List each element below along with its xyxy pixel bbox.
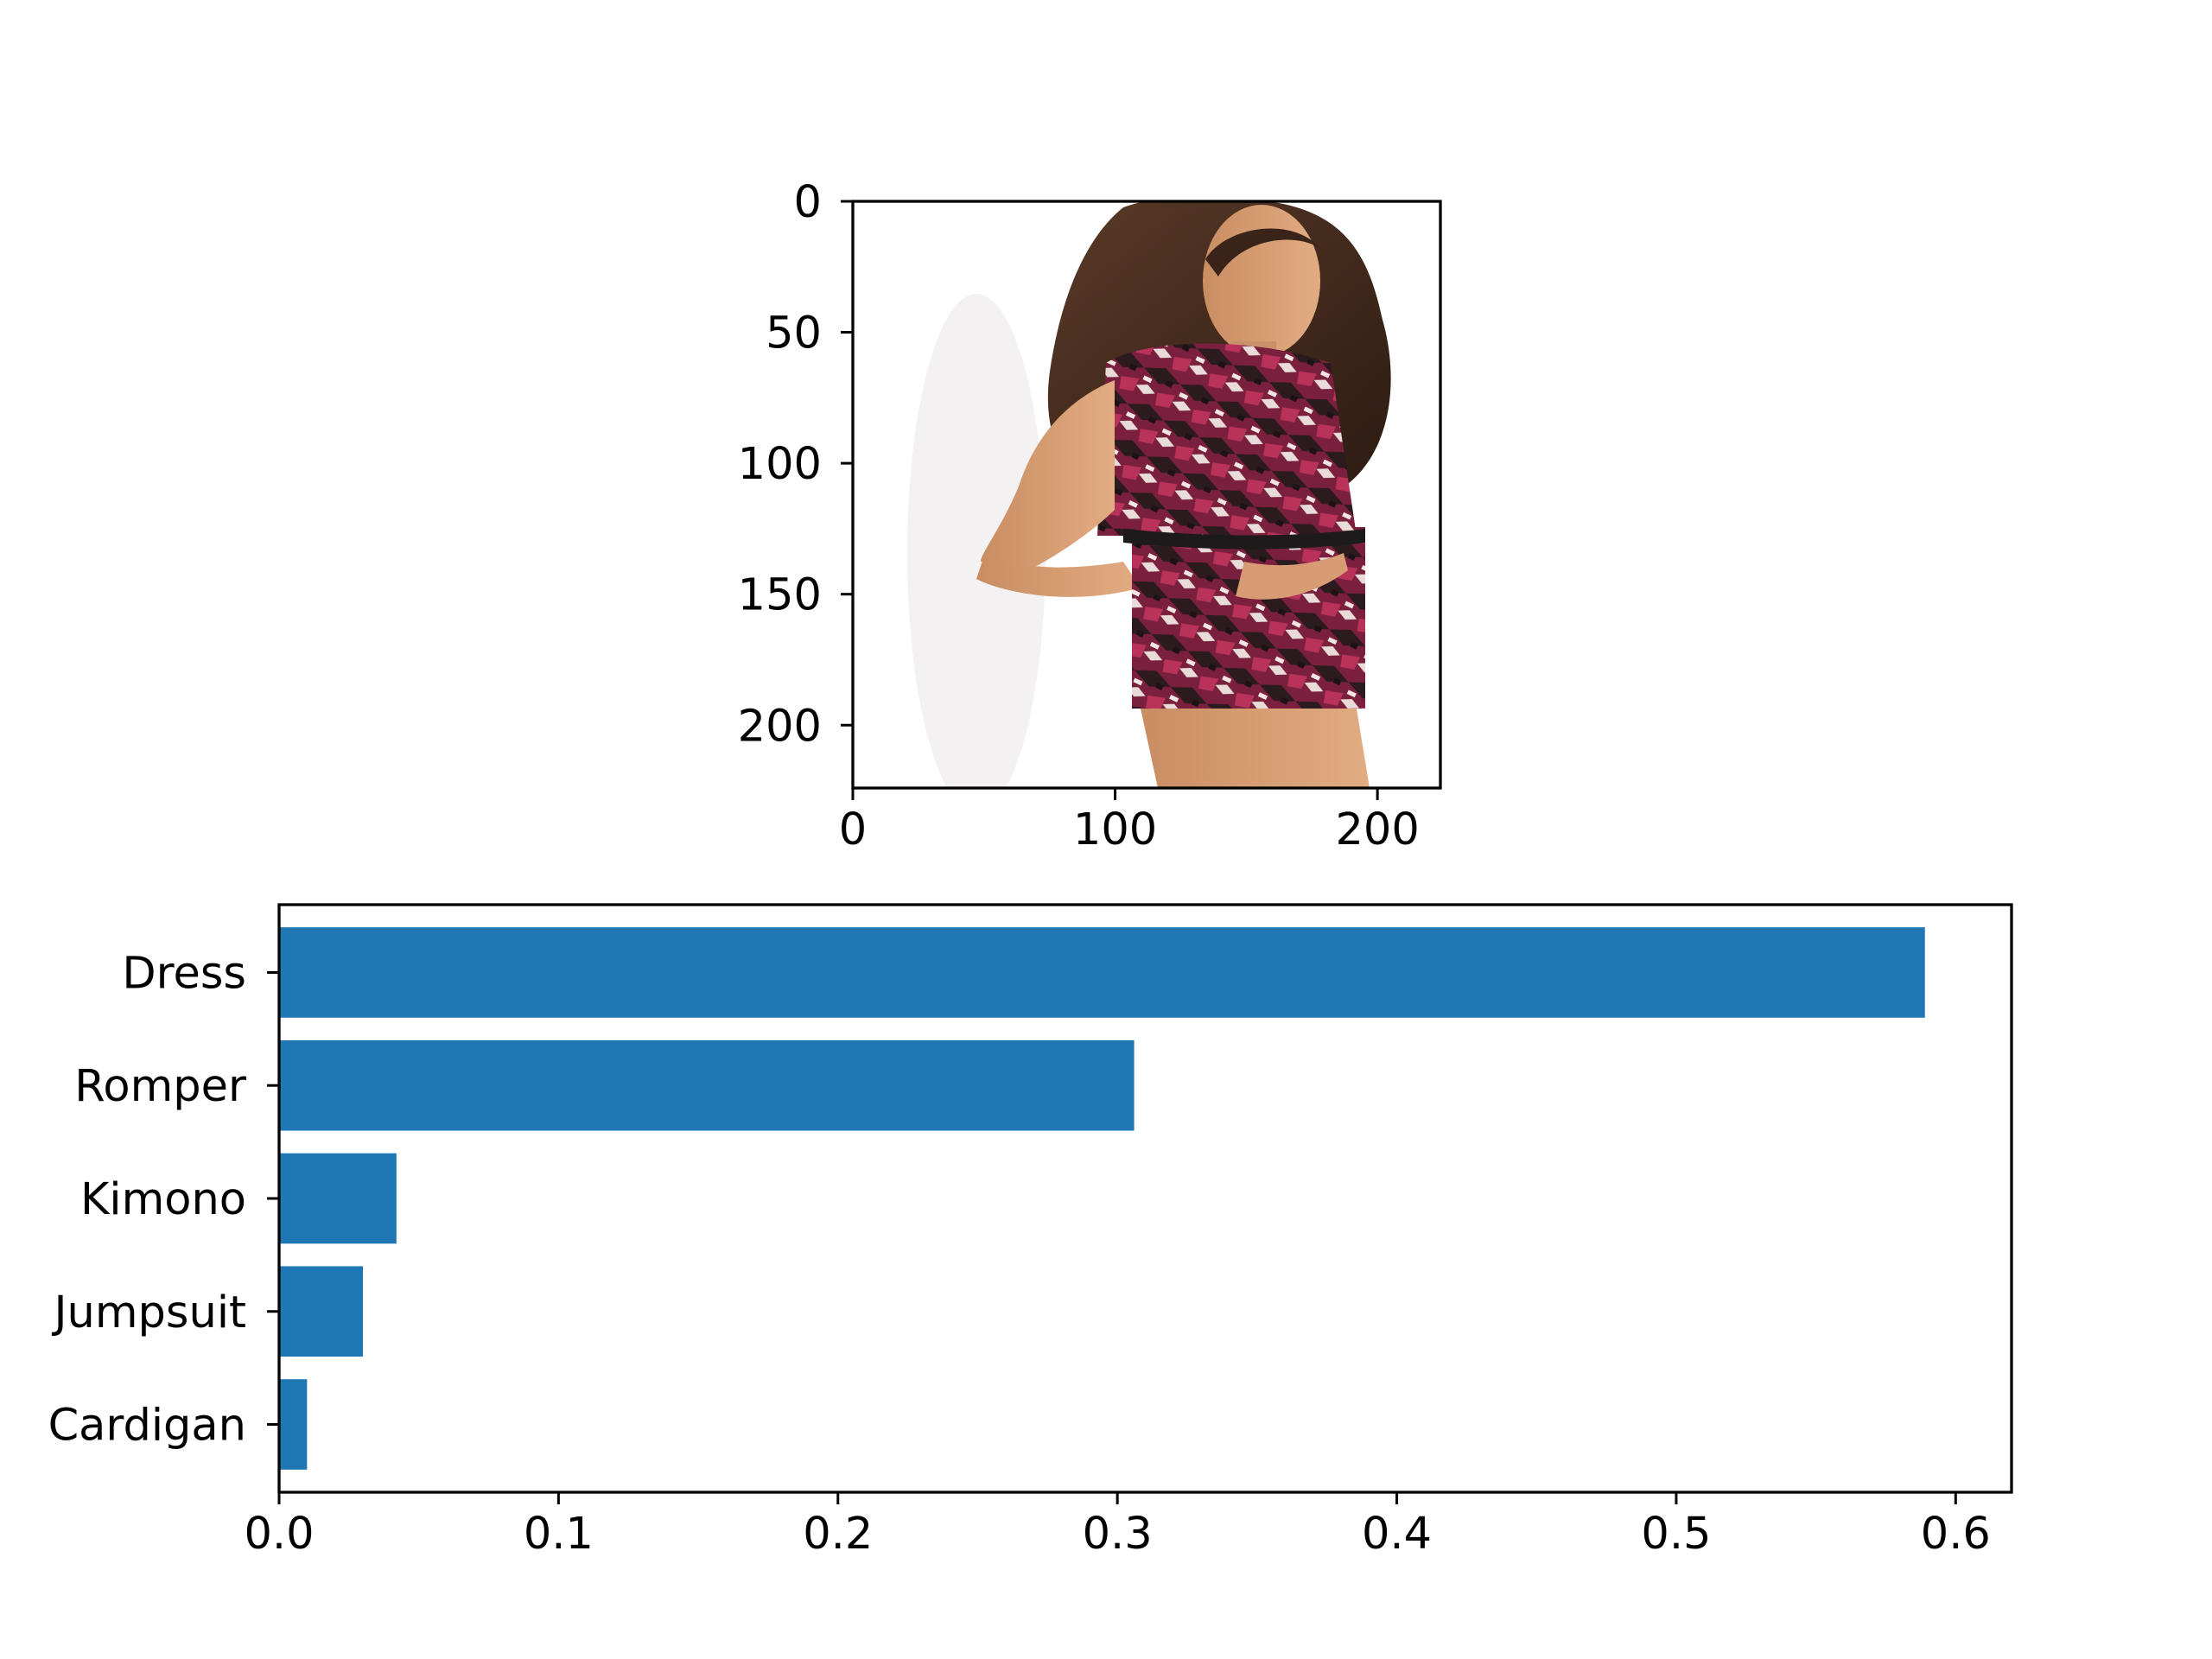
bar-category-label: Jumpsuit	[52, 1287, 246, 1338]
bar-x-tick-label: 0.5	[1641, 1509, 1711, 1560]
image-y-tick-label: 100	[738, 439, 822, 490]
bar-category-label: Dress	[122, 948, 246, 999]
bar-chart: 0.0 0.1 0.2 0.3 0.4 0.5 0.6 Dress Romper Kimono J…	[48, 903, 2013, 1560]
image-y-tick-label: 0	[794, 177, 822, 228]
image-y-tick-label: 150	[738, 570, 822, 621]
bar-x-tick-label: 0.6	[1921, 1509, 1991, 1560]
bar-category-label: Cardigan	[48, 1401, 246, 1452]
image-x-tick-label: 100	[1073, 804, 1157, 855]
bar-x-tick-label: 0.4	[1362, 1509, 1432, 1560]
image-y-tick-label: 50	[766, 308, 822, 359]
image-panel: 0 100 200 0 50 100 150 200	[738, 177, 1442, 855]
photo-woman-in-printed-romper-icon	[853, 201, 1440, 788]
image-x-tick-label: 0	[839, 804, 867, 855]
bar-cardigan	[279, 1379, 308, 1470]
bar-x-tick-label: 0.1	[524, 1509, 594, 1560]
bar-x-axis: 0.0 0.1 0.2 0.3 0.4 0.5 0.6	[244, 1492, 1991, 1560]
bar-dress	[279, 927, 1925, 1018]
image-x-axis: 0 100 200	[839, 788, 1420, 855]
bar-x-tick-label: 0.2	[803, 1509, 873, 1560]
bar-kimono	[279, 1153, 397, 1244]
image-x-tick-label: 200	[1335, 804, 1419, 855]
bar-category-label: Romper	[74, 1061, 246, 1112]
bar-category-label: Kimono	[80, 1174, 246, 1225]
bar-y-axis: Dress Romper Kimono Jumpsuit Cardigan	[48, 948, 279, 1452]
bar-romper	[279, 1039, 1135, 1131]
image-panel-frame	[851, 200, 1442, 790]
bars	[279, 927, 1925, 1470]
bar-jumpsuit	[279, 1266, 364, 1357]
image-y-axis: 0 50 100 150 200	[738, 177, 853, 752]
bar-x-tick-label: 0.3	[1083, 1509, 1153, 1560]
bar-x-tick-label: 0.0	[244, 1509, 314, 1560]
image-y-tick-label: 200	[738, 701, 822, 752]
